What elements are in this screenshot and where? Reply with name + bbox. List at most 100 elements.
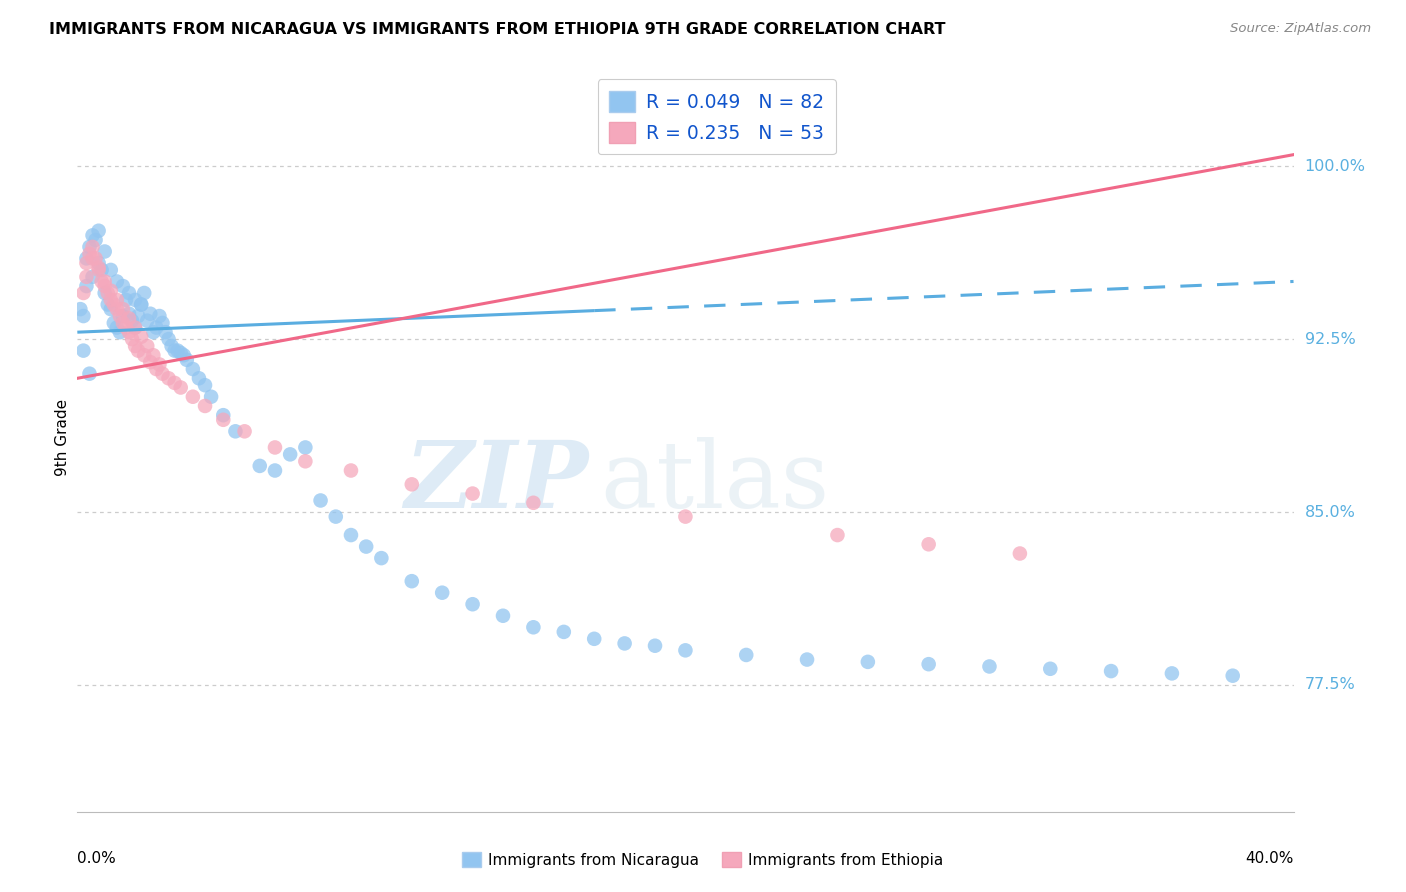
Text: ZIP: ZIP	[404, 437, 588, 527]
Text: 85.0%: 85.0%	[1305, 505, 1355, 519]
Point	[72, 343, 94, 358]
Text: 77.5%: 77.5%	[1305, 677, 1355, 692]
Point	[82, 252, 104, 266]
Point	[103, 297, 125, 311]
Point	[152, 367, 174, 381]
Point	[163, 376, 186, 390]
Point	[294, 454, 316, 468]
Point	[233, 425, 256, 439]
Point	[145, 362, 167, 376]
Point	[97, 285, 120, 300]
Point	[79, 367, 101, 381]
Point	[264, 441, 287, 455]
Text: 0.0%: 0.0%	[77, 851, 117, 865]
Point	[1222, 669, 1244, 683]
Point	[492, 608, 515, 623]
Point	[118, 285, 141, 300]
Point	[181, 362, 204, 376]
Point	[115, 293, 138, 307]
Point	[124, 320, 146, 334]
Point	[100, 293, 122, 307]
Point	[75, 252, 97, 266]
Point	[148, 358, 170, 372]
Point	[87, 263, 110, 277]
Point	[111, 309, 134, 323]
Point	[613, 636, 636, 650]
Point	[430, 585, 453, 599]
Point	[309, 493, 332, 508]
Point	[979, 659, 1001, 673]
Point	[294, 441, 316, 455]
Point	[166, 343, 188, 358]
Point	[93, 279, 115, 293]
Point	[90, 275, 112, 289]
Y-axis label: 9th Grade: 9th Grade	[55, 399, 70, 475]
Point	[340, 463, 363, 477]
Legend: R = 0.049   N = 82, R = 0.235   N = 53: R = 0.049 N = 82, R = 0.235 N = 53	[598, 79, 835, 154]
Point	[856, 655, 879, 669]
Point	[139, 355, 162, 369]
Point	[75, 256, 97, 270]
Point	[108, 309, 131, 323]
Point	[93, 285, 115, 300]
Point	[124, 293, 146, 307]
Legend: Immigrants from Nicaragua, Immigrants from Ethiopia: Immigrants from Nicaragua, Immigrants fr…	[457, 846, 949, 873]
Point	[87, 256, 110, 270]
Point	[170, 346, 193, 360]
Point	[522, 496, 544, 510]
Point	[148, 309, 170, 323]
Point	[105, 320, 128, 334]
Point	[278, 447, 301, 461]
Point	[1039, 662, 1062, 676]
Point	[136, 339, 159, 353]
Point	[127, 343, 149, 358]
Point	[212, 408, 235, 422]
Point	[75, 269, 97, 284]
Point	[181, 390, 204, 404]
Point	[129, 297, 152, 311]
Point	[194, 399, 217, 413]
Point	[79, 240, 101, 254]
Point	[224, 425, 246, 439]
Point	[173, 348, 195, 362]
Point	[735, 648, 758, 662]
Point	[212, 413, 235, 427]
Point	[157, 332, 180, 346]
Text: 92.5%: 92.5%	[1305, 332, 1355, 347]
Point	[1099, 664, 1122, 678]
Point	[118, 311, 141, 326]
Point	[79, 247, 101, 261]
Point	[918, 537, 941, 551]
Point	[142, 325, 165, 339]
Point	[97, 297, 120, 311]
Point	[105, 302, 128, 317]
Point	[176, 352, 198, 367]
Point	[121, 313, 143, 327]
Point	[142, 348, 165, 362]
Point	[124, 320, 146, 334]
Point	[401, 574, 423, 589]
Point	[93, 275, 115, 289]
Text: atlas: atlas	[600, 437, 830, 527]
Point	[401, 477, 423, 491]
Text: 100.0%: 100.0%	[1305, 159, 1365, 174]
Point	[93, 244, 115, 259]
Point	[155, 325, 177, 339]
Point	[583, 632, 606, 646]
Point	[675, 643, 697, 657]
Point	[136, 313, 159, 327]
Point	[522, 620, 544, 634]
Point	[145, 320, 167, 334]
Point	[100, 284, 122, 298]
Point	[103, 316, 125, 330]
Point	[108, 325, 131, 339]
Point	[134, 285, 156, 300]
Point	[129, 297, 152, 311]
Point	[129, 330, 152, 344]
Point	[75, 279, 97, 293]
Point	[354, 540, 377, 554]
Point	[115, 320, 138, 334]
Point	[152, 316, 174, 330]
Point	[170, 380, 193, 394]
Point	[124, 339, 146, 353]
